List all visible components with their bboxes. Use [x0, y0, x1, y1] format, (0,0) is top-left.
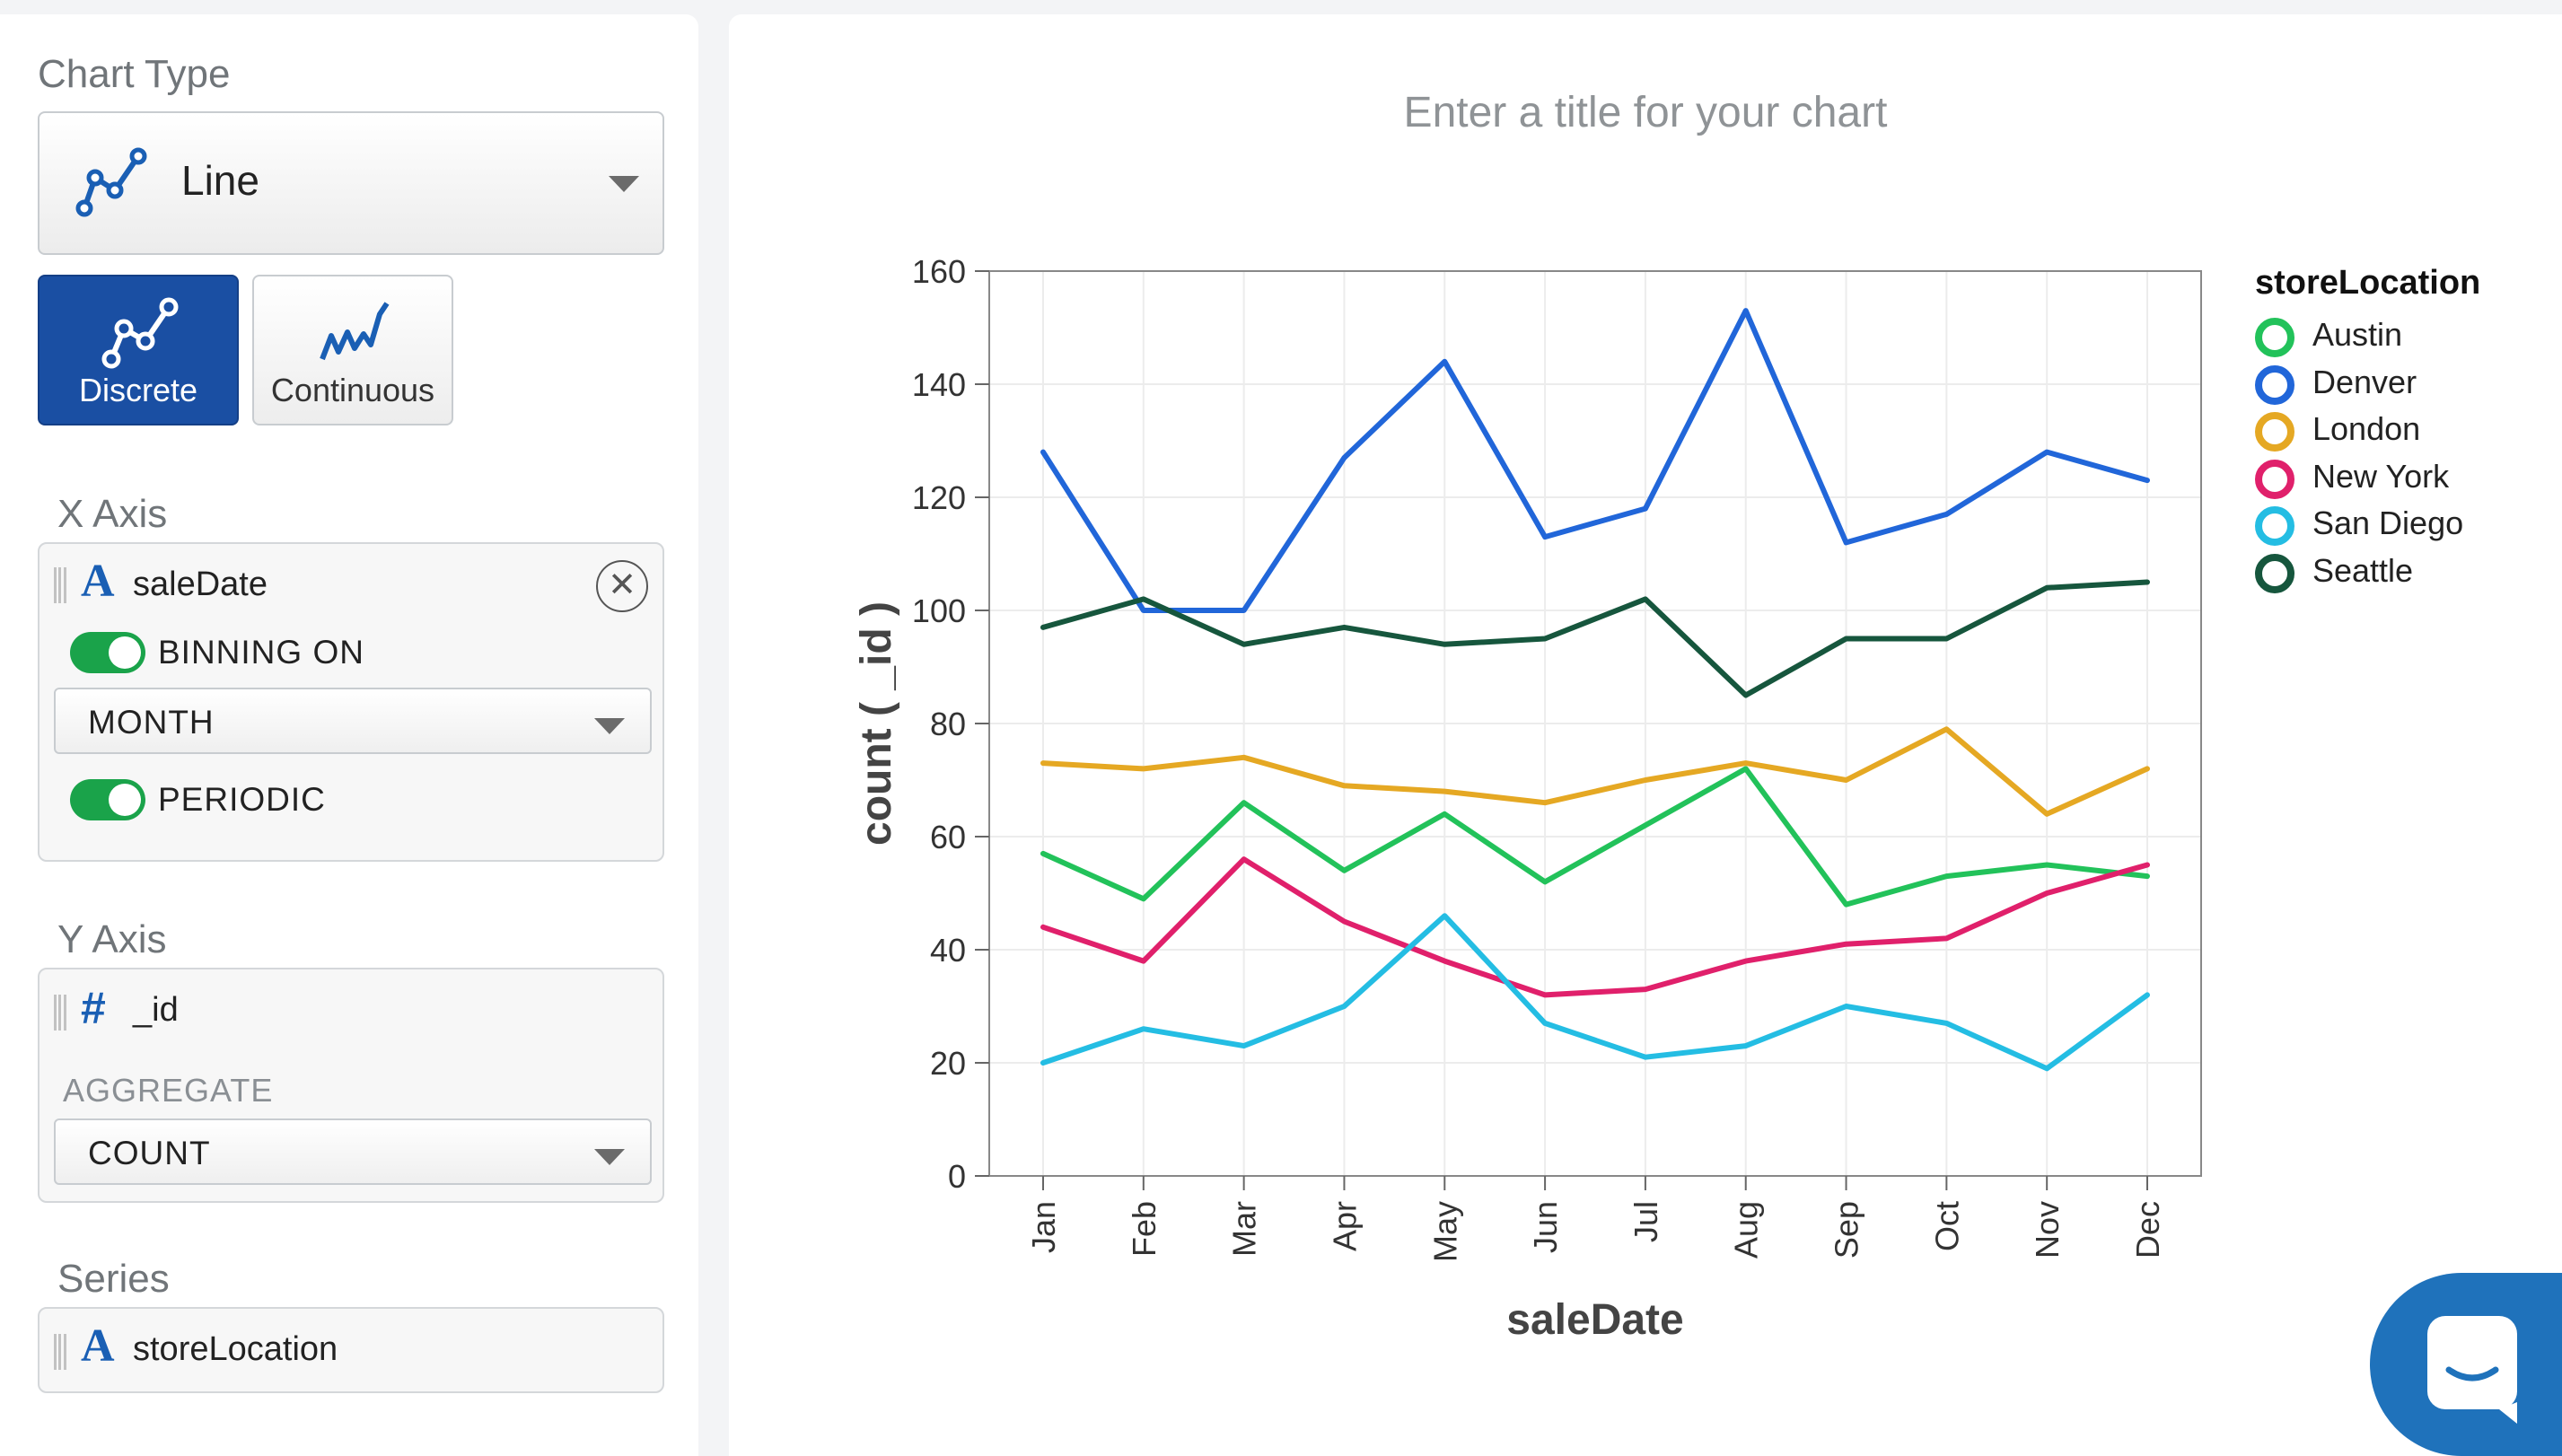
- discrete-line-icon: [101, 297, 179, 369]
- periodic-label: PERIODIC: [158, 781, 326, 818]
- series-line-austin: [1040, 766, 2150, 908]
- x-tick-label: Jan: [1025, 1201, 1062, 1253]
- number-type-icon: #: [81, 983, 106, 1033]
- periodic-toggle[interactable]: [70, 779, 145, 820]
- x-tick-label: Nov: [2029, 1201, 2066, 1259]
- series-line-london: [1040, 726, 2150, 817]
- series-title: Series: [57, 1257, 170, 1301]
- close-icon[interactable]: ✕: [596, 560, 648, 612]
- chart-builder-sidebar: Chart Type Line Discrete Continuous X Ax…: [0, 14, 698, 1456]
- chart-type-value: Line: [181, 157, 259, 204]
- legend-label: Austin: [2312, 316, 2403, 353]
- x-axis-field-name: saleDate: [133, 566, 268, 603]
- x-tick-label: Oct: [1928, 1201, 1965, 1251]
- y-axis-field-card: # _id AGGREGATE COUNT: [38, 968, 664, 1203]
- x-tick-label: Mar: [1226, 1201, 1263, 1257]
- binning-toggle[interactable]: [70, 632, 145, 673]
- binning-select[interactable]: MONTH: [54, 688, 652, 754]
- y-tick-label: 40: [930, 932, 966, 969]
- x-tick-label: Jun: [1527, 1201, 1564, 1253]
- continuous-line-icon: [320, 302, 390, 361]
- legend-label: Denver: [2312, 363, 2417, 400]
- chat-icon: [2427, 1316, 2517, 1424]
- legend-label: San Diego: [2312, 504, 2464, 541]
- aggregate-select[interactable]: COUNT: [54, 1118, 652, 1185]
- aggregate-value: COUNT: [88, 1135, 211, 1171]
- x-tick-label: Apr: [1326, 1201, 1363, 1251]
- chevron-down-icon: [594, 1149, 625, 1165]
- x-tick-label: Jul: [1628, 1201, 1664, 1242]
- binning-value: MONTH: [88, 704, 215, 741]
- string-type-icon: A: [81, 1320, 115, 1372]
- x-axis-title: X Axis: [57, 492, 168, 536]
- line-chart: 0 20 40 60 80 100 120 140 160 Jan Feb Mar Apr May Jun J…: [853, 253, 2202, 1344]
- discrete-label: Discrete: [78, 372, 198, 408]
- legend-label: Seattle: [2312, 551, 2414, 589]
- y-tick-label: 120: [912, 479, 966, 516]
- legend-swatch: [2255, 459, 2294, 499]
- x-axis-field-card: A saleDate ✕ BINNING ON MONTH PERIODIC: [38, 542, 664, 862]
- chart-type-title: Chart Type: [38, 52, 231, 96]
- aggregate-label: AGGREGATE: [63, 1072, 274, 1109]
- chart-title-input[interactable]: Enter a title for your chart: [1403, 89, 1888, 136]
- y-tick-label: 60: [930, 819, 966, 855]
- legend-swatch: [2255, 364, 2294, 405]
- legend-swatch: [2255, 412, 2294, 452]
- series-line-new-york: [1040, 856, 2150, 998]
- x-tick-label: May: [1426, 1201, 1463, 1262]
- chart-panel: Enter a title for your chart 0 20 40 60 80 10…: [729, 14, 2562, 1456]
- y-tick-label: 100: [912, 592, 966, 629]
- y-axis-field-name: _id: [133, 991, 179, 1029]
- line-chart-icon: [75, 147, 147, 217]
- x-tick-label: Feb: [1126, 1201, 1163, 1257]
- legend-label: London: [2312, 410, 2421, 447]
- y-tick-label: 20: [930, 1045, 966, 1082]
- legend-title: storeLocation: [2255, 264, 2481, 302]
- drag-handle-icon[interactable]: [54, 1334, 66, 1370]
- chevron-down-icon: [594, 718, 625, 734]
- legend-label: New York: [2312, 457, 2450, 495]
- y-tick-label: 160: [912, 253, 966, 290]
- series-field-card: A storeLocation: [38, 1307, 664, 1393]
- y-tick-label: 80: [930, 706, 966, 742]
- x-tick-label: Sep: [1829, 1201, 1865, 1259]
- string-type-icon: A: [81, 556, 115, 607]
- series-line-seattle: [1040, 579, 2150, 698]
- series-line-san-diego: [1040, 913, 2150, 1072]
- series-field-name: storeLocation: [133, 1330, 338, 1368]
- x-tick-label: Aug: [1728, 1201, 1765, 1259]
- continuous-label: Continuous: [270, 372, 435, 408]
- legend-swatch: [2255, 506, 2294, 546]
- chat-support-button[interactable]: [2370, 1273, 2562, 1456]
- chevron-down-icon: [609, 176, 639, 192]
- series-line-denver: [1040, 308, 2150, 613]
- drag-handle-icon[interactable]: [54, 995, 66, 1031]
- y-axis-title: Y Axis: [57, 917, 167, 961]
- legend-swatch: [2255, 553, 2294, 593]
- y-tick-label: 140: [912, 366, 966, 403]
- drag-handle-icon[interactable]: [54, 567, 66, 603]
- chart-type-dropdown[interactable]: Line: [38, 111, 664, 255]
- binning-label: BINNING ON: [158, 634, 364, 671]
- y-axis-title: count ( _id ): [853, 601, 900, 846]
- continuous-mode-button[interactable]: Continuous: [252, 275, 453, 425]
- x-tick-label: Dec: [2129, 1201, 2166, 1259]
- legend-swatch: [2255, 318, 2294, 357]
- y-tick-label: 0: [948, 1158, 966, 1195]
- x-axis-title: saleDate: [1506, 1296, 1683, 1344]
- discrete-mode-button[interactable]: Discrete: [38, 275, 239, 425]
